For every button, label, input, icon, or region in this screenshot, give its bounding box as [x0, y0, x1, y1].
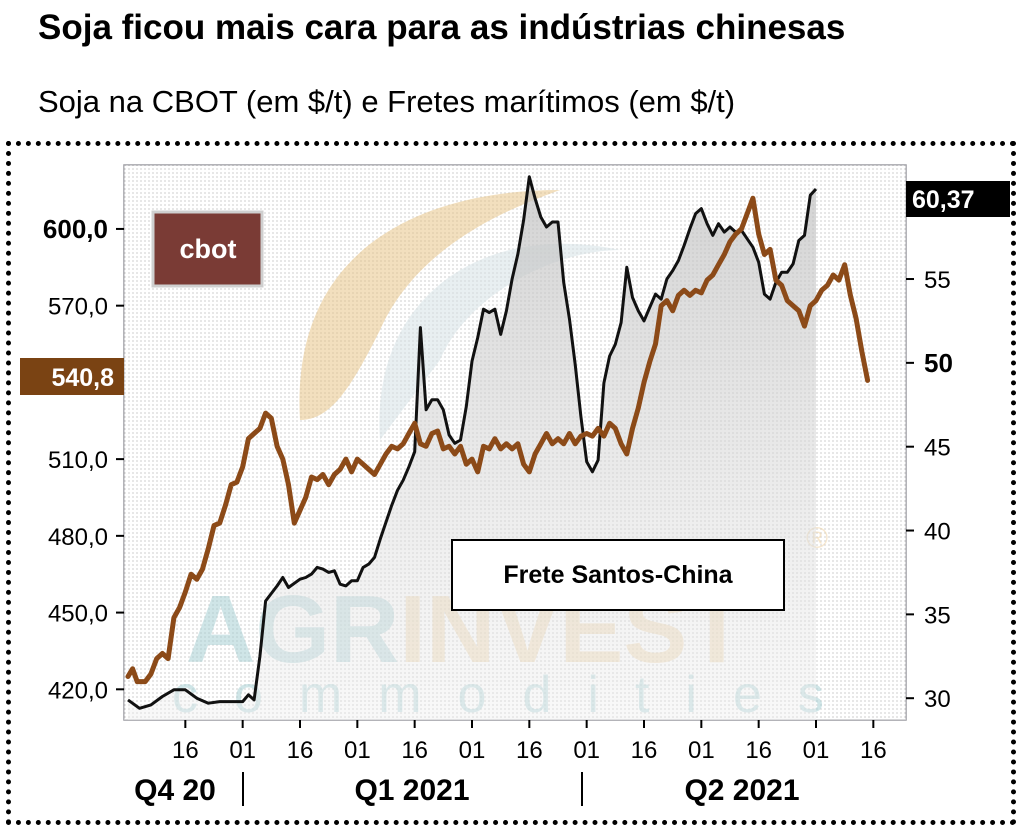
- x-tick-label: 16: [401, 737, 428, 764]
- y-left-tick-label: 450,0: [48, 601, 108, 628]
- frete-last-value-text: 60,37: [912, 186, 975, 214]
- y-right-tick-label: 45: [924, 435, 951, 462]
- cbot-legend-box: [151, 210, 264, 288]
- cbot-last-value-text: 540,8: [51, 364, 114, 392]
- cbot-last-value-box: [20, 358, 124, 395]
- x-tick-label: 16: [860, 737, 887, 764]
- frete-line: [127, 175, 818, 710]
- x-tick-label: 16: [745, 737, 772, 764]
- watermark-swoosh-blue: [379, 243, 620, 440]
- y-left-tick-label: 480,0: [48, 524, 108, 551]
- frete-legend-box: [451, 539, 785, 611]
- quarter-label: Q2 2021: [684, 774, 799, 807]
- x-tick-label: 01: [229, 737, 256, 764]
- y-left-tick-label: 510,0: [48, 447, 108, 474]
- watermark-swoosh: [299, 190, 560, 420]
- x-tick-label: 01: [803, 737, 830, 764]
- y-left-tick-label: 570,0: [48, 294, 108, 321]
- y-right-tick-label: 35: [924, 602, 951, 629]
- frete-legend-label: Frete Santos-China: [503, 561, 733, 589]
- x-tick-label: 16: [631, 737, 658, 764]
- quarter-label: Q4 20: [134, 774, 216, 807]
- x-tick-label: 01: [688, 737, 715, 764]
- y-right-tick-label: 40: [924, 519, 951, 546]
- frete-legend: Frete Santos-China: [451, 539, 785, 611]
- x-tick-label: 01: [344, 737, 371, 764]
- cbot-line: [125, 195, 871, 685]
- frete-last-value-box: [906, 181, 1010, 217]
- y-left-tick-label: 600,0: [43, 214, 108, 244]
- chart-title: Soja ficou mais cara para as indústrias …: [38, 8, 846, 47]
- quarter-axis: Q4 20 Q1 2021 Q2 2021: [134, 772, 800, 807]
- y-right-axis: 30 35 40 45 50 55: [906, 267, 953, 713]
- quarter-label: Q1 2021: [354, 774, 469, 807]
- x-tick-label: 16: [516, 737, 543, 764]
- y-right-tick-label: 50: [924, 348, 953, 378]
- x-tick-label: 16: [172, 737, 199, 764]
- x-axis: 16 01 16 01 16 01 16 01 16 01 16 01 16: [172, 720, 887, 764]
- x-tick-label: 16: [287, 737, 314, 764]
- cbot-legend-label: cbot: [180, 234, 237, 264]
- chart-subtitle: Soja na CBOT (em $/t) e Fretes marítimos…: [38, 84, 736, 119]
- x-tick-label: 01: [459, 737, 486, 764]
- cbot-last-value: 540,8: [20, 358, 124, 395]
- y-left-tick-label: 420,0: [48, 677, 108, 704]
- x-tick-label: 01: [573, 737, 600, 764]
- y-right-tick-label: 30: [924, 686, 951, 713]
- cbot-legend: cbot: [151, 210, 264, 288]
- y-right-tick-label: 55: [924, 267, 951, 294]
- chart-frame: [6, 141, 1016, 825]
- frete-last-value: 60,37: [906, 181, 1010, 217]
